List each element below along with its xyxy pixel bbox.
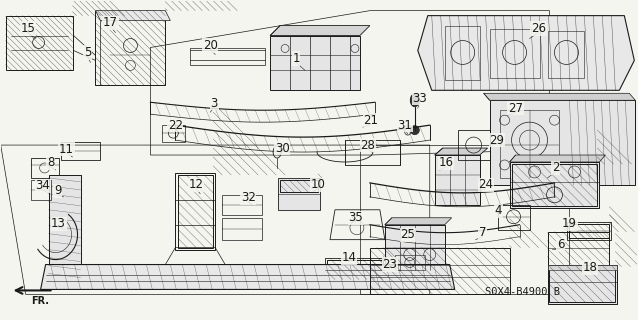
Bar <box>178 175 213 248</box>
Ellipse shape <box>410 126 419 135</box>
Polygon shape <box>510 162 599 208</box>
Text: 33: 33 <box>412 92 427 105</box>
Text: 16: 16 <box>438 156 453 170</box>
Polygon shape <box>489 100 635 185</box>
Text: 2: 2 <box>552 162 560 174</box>
Text: 20: 20 <box>203 39 218 52</box>
Text: 22: 22 <box>168 119 183 132</box>
Bar <box>96 11 165 85</box>
Text: 6: 6 <box>557 238 564 251</box>
Text: 3: 3 <box>211 97 218 110</box>
Text: 4: 4 <box>495 204 502 217</box>
Text: 17: 17 <box>103 16 118 29</box>
Bar <box>570 224 609 238</box>
Text: 23: 23 <box>382 258 397 271</box>
Polygon shape <box>547 265 618 269</box>
Text: 27: 27 <box>508 102 523 115</box>
Text: 29: 29 <box>489 133 504 147</box>
Text: 25: 25 <box>401 228 415 241</box>
Text: 31: 31 <box>397 119 412 132</box>
Polygon shape <box>96 11 170 20</box>
Polygon shape <box>48 175 80 279</box>
Bar <box>512 164 597 206</box>
Text: 15: 15 <box>20 22 35 35</box>
Text: S0X4-B4900 B: S0X4-B4900 B <box>485 287 560 297</box>
Bar <box>549 267 616 302</box>
Polygon shape <box>270 36 360 90</box>
Text: 24: 24 <box>478 178 493 191</box>
Polygon shape <box>270 26 370 36</box>
Text: 13: 13 <box>51 217 66 230</box>
Bar <box>370 248 510 294</box>
Ellipse shape <box>410 94 419 107</box>
Text: 32: 32 <box>241 191 256 204</box>
Text: 1: 1 <box>292 52 300 65</box>
Text: 7: 7 <box>479 226 486 239</box>
Polygon shape <box>434 155 480 205</box>
Polygon shape <box>484 93 635 100</box>
Text: 30: 30 <box>275 141 290 155</box>
Bar <box>6 16 73 70</box>
Text: 10: 10 <box>311 178 325 191</box>
Polygon shape <box>510 155 605 162</box>
Text: 21: 21 <box>364 114 378 127</box>
Text: 34: 34 <box>35 180 50 192</box>
Polygon shape <box>434 148 487 155</box>
Polygon shape <box>41 265 455 289</box>
Text: 26: 26 <box>531 22 546 35</box>
Text: 9: 9 <box>54 184 61 197</box>
Text: 19: 19 <box>562 217 577 230</box>
Text: FR.: FR. <box>32 296 50 307</box>
Bar <box>547 232 609 265</box>
Text: 28: 28 <box>360 139 375 152</box>
Text: 8: 8 <box>47 156 54 170</box>
Text: 14: 14 <box>341 251 357 264</box>
Polygon shape <box>418 16 634 90</box>
Polygon shape <box>278 178 320 210</box>
Bar <box>280 180 318 192</box>
Polygon shape <box>547 265 618 304</box>
Text: 12: 12 <box>189 178 204 191</box>
Text: 35: 35 <box>348 211 363 224</box>
Text: 18: 18 <box>583 261 598 274</box>
Text: 5: 5 <box>84 46 91 59</box>
Bar <box>327 260 383 279</box>
Text: 11: 11 <box>59 142 74 156</box>
Polygon shape <box>385 225 445 269</box>
Polygon shape <box>385 218 452 225</box>
